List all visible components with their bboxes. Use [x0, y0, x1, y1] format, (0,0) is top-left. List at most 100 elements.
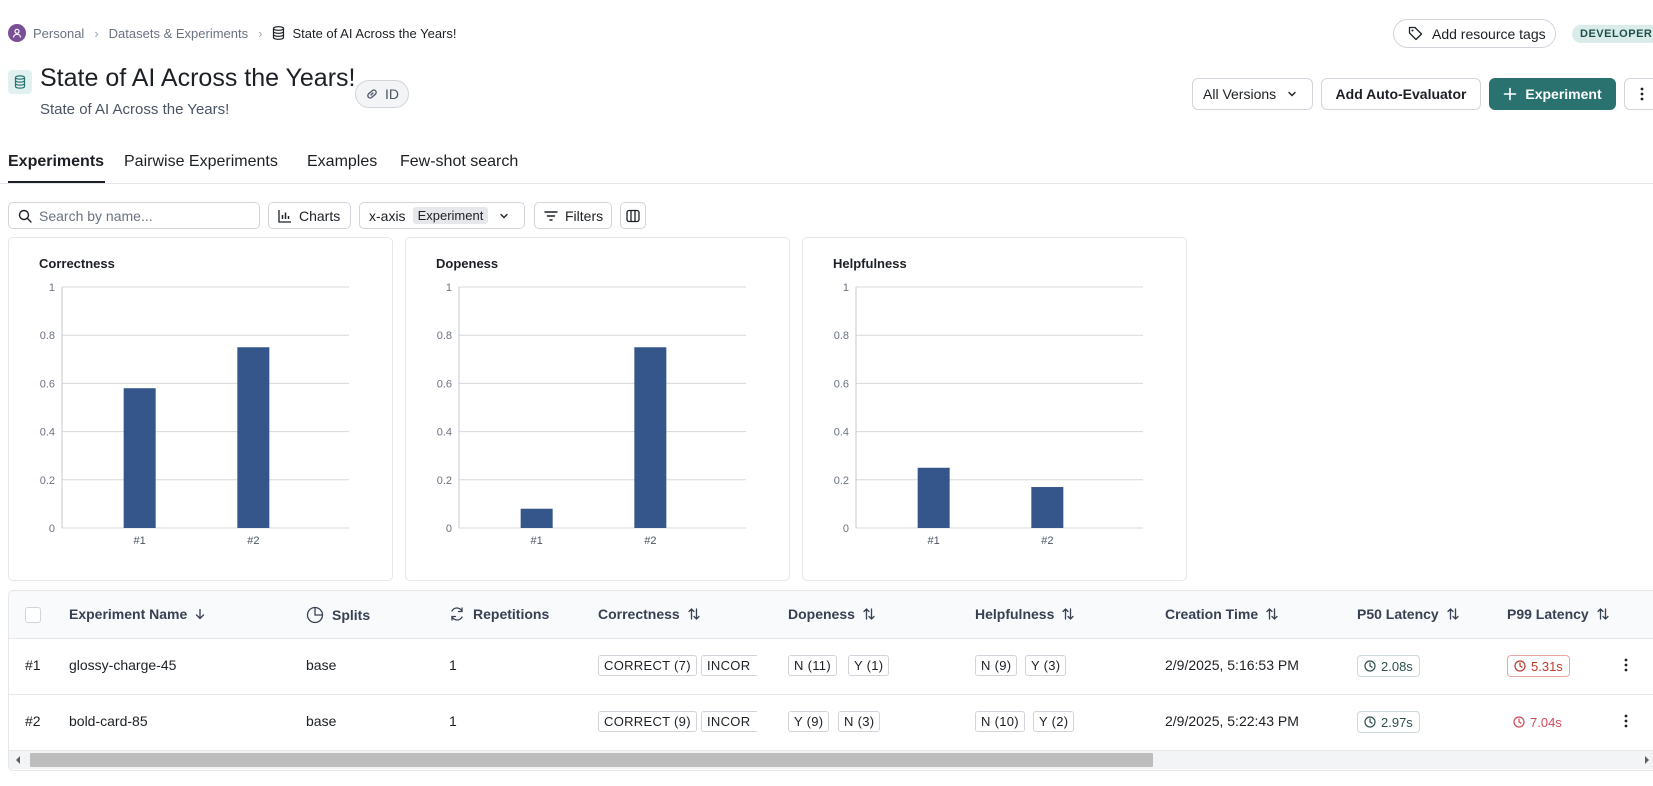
sort-icon	[1597, 608, 1609, 620]
add-resource-tags-button[interactable]: Add resource tags	[1393, 19, 1556, 48]
select-all-checkbox[interactable]	[25, 607, 41, 623]
bar	[917, 467, 950, 528]
search-field[interactable]	[8, 202, 260, 229]
workspace-avatar-icon	[8, 24, 26, 42]
breadcrumb-section[interactable]: Datasets & Experiments	[108, 25, 249, 41]
scrollbar-thumb[interactable]	[30, 753, 1153, 767]
clock-icon	[1513, 716, 1525, 728]
dataset-icon	[8, 70, 32, 94]
tab-examples[interactable]: Examples	[307, 153, 378, 170]
x-axis-select[interactable]: x-axis Experiment	[359, 202, 525, 229]
filters-label: Filters	[565, 207, 604, 224]
database-icon	[273, 26, 285, 40]
scroll-left-arrow-icon[interactable]	[14, 755, 22, 765]
column-header-experiment-name[interactable]: Experiment Name	[69, 606, 206, 622]
sort-icon	[863, 608, 875, 620]
more-options-button[interactable]	[1624, 78, 1653, 110]
table-row[interactable]: #1 glossy-charge-45 base 1 CORRECT (7) I…	[9, 639, 1653, 695]
sort-icon	[1062, 608, 1075, 620]
chart-title: Dopeness	[436, 256, 499, 271]
chevron-right-icon: ›	[258, 25, 263, 41]
versions-select[interactable]: All Versions	[1192, 78, 1313, 110]
experiments-table: Experiment Name Splits Repetitions Corre…	[8, 590, 1653, 771]
p50-latency-badge: 2.97s	[1357, 711, 1420, 733]
experiment-name[interactable]: glossy-charge-45	[69, 657, 177, 673]
p50-latency-value: 2.97s	[1381, 714, 1413, 730]
row-more-options-icon[interactable]	[1624, 714, 1628, 733]
repetitions-value: 1	[449, 713, 457, 729]
columns-button[interactable]	[620, 202, 646, 229]
column-label: Splits	[332, 607, 371, 623]
column-header-p99-latency[interactable]: P99 Latency	[1507, 606, 1610, 622]
x-tick-label: #1	[928, 535, 940, 547]
correctness-plot: 0 0.2 0.4 0.6 0.8 1 #1 #2	[40, 282, 349, 547]
y-tick-label: 0	[446, 523, 452, 535]
feedback-chip: Y (9)	[788, 711, 830, 732]
row-more-options-icon[interactable]	[1624, 658, 1628, 677]
link-icon	[367, 89, 377, 99]
column-header-repetitions[interactable]: Repetitions	[449, 606, 549, 622]
dopeness-chart: Dopeness 0 0.2 0.4 0.6 0.8 1 #1 #2	[405, 237, 790, 581]
scroll-right-arrow-icon[interactable]	[1643, 755, 1651, 765]
breadcrumb-workspace[interactable]: Personal	[33, 25, 85, 41]
versions-label: All Versions	[1203, 86, 1277, 102]
creation-time: 2/9/2025, 5:16:53 PM	[1165, 657, 1299, 673]
table-row[interactable]: #2 bold-card-85 base 1 CORRECT (9) INCOR…	[9, 695, 1653, 751]
y-tick-label: 1	[49, 282, 55, 294]
bar	[634, 347, 667, 528]
chevron-right-icon: ›	[94, 25, 99, 41]
new-experiment-button[interactable]: Experiment	[1489, 78, 1616, 110]
add-resource-tags-label: Add resource tags	[1432, 25, 1546, 42]
clock-icon	[1514, 660, 1526, 672]
feedback-chip: CORRECT (7)	[598, 655, 697, 676]
column-header-correctness[interactable]: Correctness	[598, 606, 701, 622]
column-label: Repetitions	[473, 606, 550, 622]
x-tick-label: #1	[531, 535, 543, 547]
column-header-p50-latency[interactable]: P50 Latency	[1357, 606, 1460, 622]
clock-icon	[1364, 716, 1376, 728]
tag-icon	[1408, 26, 1423, 41]
add-auto-evaluator-button[interactable]: Add Auto-Evaluator	[1321, 78, 1481, 110]
creation-time: 2/9/2025, 5:22:43 PM	[1165, 713, 1299, 729]
repetitions-value: 1	[449, 657, 457, 673]
p99-latency-badge: 7.04s	[1507, 711, 1568, 733]
column-header-splits[interactable]: Splits	[306, 606, 370, 624]
chevron-down-icon	[500, 213, 509, 218]
helpfulness-chart: Helpfulness 0 0.2 0.4 0.6 0.8 1 #1 #2	[802, 237, 1187, 581]
search-input[interactable]	[39, 207, 239, 224]
column-header-helpfulness[interactable]: Helpfulness	[975, 606, 1075, 622]
y-tick-label: 0.2	[40, 475, 55, 487]
sort-icon	[1266, 608, 1278, 620]
filters-button[interactable]: Filters	[534, 202, 612, 229]
columns-icon	[626, 209, 640, 222]
plus-icon	[1504, 87, 1517, 101]
helpfulness-plot: 0 0.2 0.4 0.6 0.8 1 #1 #2	[834, 282, 1143, 547]
copy-id-button[interactable]: ID	[355, 80, 409, 108]
p99-latency-badge: 5.31s	[1507, 655, 1570, 677]
column-label: Helpfulness	[975, 606, 1055, 622]
x-axis-value: Experiment	[412, 207, 489, 224]
tab-experiments[interactable]: Experiments	[8, 153, 105, 170]
y-tick-label: 0.2	[437, 475, 452, 487]
breadcrumb-current-label: State of AI Across the Years!	[292, 25, 457, 41]
experiment-name[interactable]: bold-card-85	[69, 713, 148, 729]
column-label: P99 Latency	[1507, 606, 1589, 622]
new-experiment-label: Experiment	[1525, 86, 1602, 102]
column-header-creation-time[interactable]: Creation Time	[1165, 606, 1279, 622]
breadcrumb: Personal › Datasets & Experiments › Stat…	[8, 22, 457, 44]
column-header-dopeness[interactable]: Dopeness	[788, 606, 876, 622]
y-tick-label: 0	[843, 523, 849, 535]
row-index: #1	[25, 657, 41, 673]
developer-badge: DEVELOPER	[1572, 25, 1653, 43]
active-tab-indicator	[8, 181, 105, 183]
horizontal-scrollbar[interactable]	[9, 751, 1653, 769]
charts-button[interactable]: Charts	[268, 202, 351, 229]
y-tick-label: 0.4	[437, 427, 452, 439]
tab-few-shot-search[interactable]: Few-shot search	[400, 153, 519, 170]
y-tick-label: 0.8	[40, 330, 55, 342]
split-value: base	[306, 713, 337, 729]
tab-pairwise-experiments[interactable]: Pairwise Experiments	[124, 153, 278, 170]
x-axis-label: x-axis	[369, 207, 406, 224]
filter-icon	[544, 210, 558, 221]
feedback-chip: CORRECT (9)	[598, 711, 697, 732]
